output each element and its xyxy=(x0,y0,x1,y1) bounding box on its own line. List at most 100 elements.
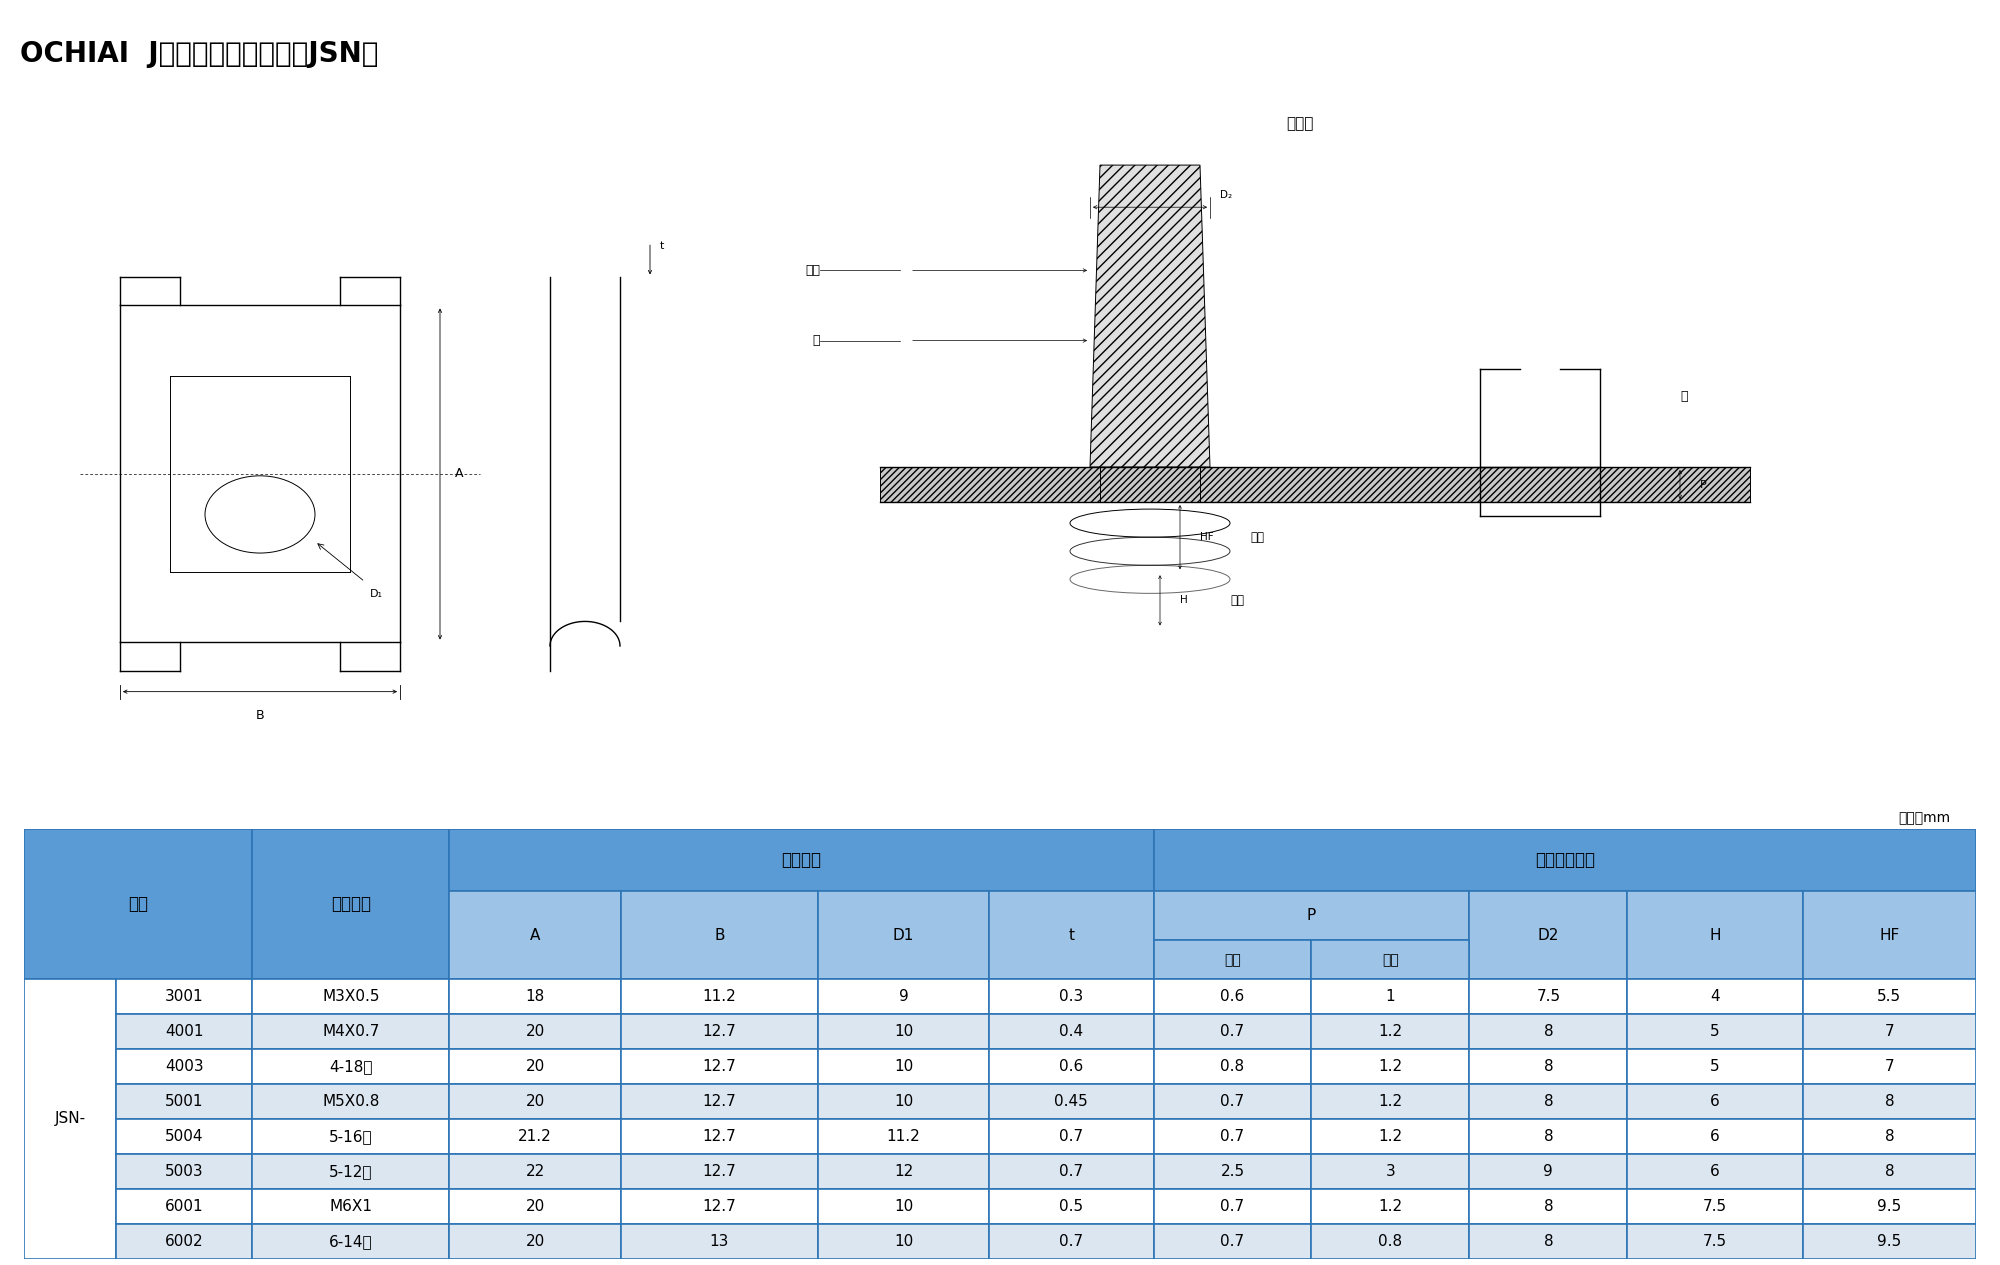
Text: 4-18峰: 4-18峰 xyxy=(330,1059,372,1074)
Text: B: B xyxy=(256,710,264,722)
Bar xyxy=(620,1084,818,1120)
Text: 20: 20 xyxy=(526,1025,544,1039)
Bar xyxy=(1470,891,1628,979)
Text: 11.2: 11.2 xyxy=(702,989,736,1004)
Bar xyxy=(880,467,1750,502)
Text: A: A xyxy=(530,927,540,942)
Text: HF: HF xyxy=(1880,927,1900,942)
Text: 6: 6 xyxy=(1710,1164,1720,1179)
Text: 20: 20 xyxy=(526,1233,544,1249)
Bar xyxy=(818,891,990,979)
Text: 下孔: 下孔 xyxy=(1230,593,1244,607)
Bar xyxy=(1154,1154,1312,1189)
Text: 10: 10 xyxy=(894,1025,914,1039)
Text: 4003: 4003 xyxy=(164,1059,204,1074)
Text: 1: 1 xyxy=(1386,989,1396,1004)
Text: 6: 6 xyxy=(1710,1128,1720,1144)
Text: 0.7: 0.7 xyxy=(1220,1199,1244,1213)
Text: 0.7: 0.7 xyxy=(1060,1128,1084,1144)
Text: 型号: 型号 xyxy=(128,894,148,913)
Bar xyxy=(620,891,818,979)
Text: 22: 22 xyxy=(526,1164,544,1179)
Bar xyxy=(818,1118,990,1154)
Bar xyxy=(990,1118,1154,1154)
Text: 8: 8 xyxy=(1544,1059,1554,1074)
Text: 0.7: 0.7 xyxy=(1060,1233,1084,1249)
Bar xyxy=(450,1015,620,1049)
Bar xyxy=(818,1223,990,1259)
Text: 13: 13 xyxy=(710,1233,728,1249)
Text: 适用螺丝: 适用螺丝 xyxy=(330,894,370,913)
Bar xyxy=(620,1118,818,1154)
Bar xyxy=(1470,1049,1628,1084)
Text: 6: 6 xyxy=(1710,1094,1720,1109)
Bar xyxy=(252,1084,450,1120)
Bar xyxy=(1470,1084,1628,1120)
Text: P: P xyxy=(1700,479,1706,490)
Bar xyxy=(450,1049,620,1084)
Bar xyxy=(990,1223,1154,1259)
Text: 1.2: 1.2 xyxy=(1378,1059,1402,1074)
Text: 0.7: 0.7 xyxy=(1220,1094,1244,1109)
Text: 8: 8 xyxy=(1884,1128,1894,1144)
Bar xyxy=(1802,1154,1976,1189)
Bar xyxy=(1154,1084,1312,1120)
Text: 9: 9 xyxy=(1544,1164,1554,1179)
Bar xyxy=(1802,1118,1976,1154)
Text: 20: 20 xyxy=(526,1059,544,1074)
Bar xyxy=(1312,1049,1470,1084)
Bar xyxy=(818,979,990,1015)
Text: 5-16峰: 5-16峰 xyxy=(328,1128,372,1144)
Bar xyxy=(1154,1118,1312,1154)
Text: 3001: 3001 xyxy=(164,989,204,1004)
Bar xyxy=(116,1154,252,1189)
Text: 8: 8 xyxy=(1544,1025,1554,1039)
Bar xyxy=(1628,1223,1802,1259)
Text: 10: 10 xyxy=(894,1199,914,1213)
Text: 8: 8 xyxy=(1544,1128,1554,1144)
Text: H: H xyxy=(1180,596,1188,606)
Text: 螺母尺寸: 螺母尺寸 xyxy=(782,851,822,869)
Bar xyxy=(990,1189,1154,1223)
Bar xyxy=(1470,1223,1628,1259)
Bar xyxy=(24,829,252,979)
Bar xyxy=(1628,1084,1802,1120)
Bar xyxy=(1312,1154,1470,1189)
Text: 12.7: 12.7 xyxy=(702,1128,736,1144)
Bar xyxy=(450,1189,620,1223)
Text: 0.5: 0.5 xyxy=(1060,1199,1084,1213)
Text: H: H xyxy=(1710,927,1720,942)
Text: 0.3: 0.3 xyxy=(1060,989,1084,1004)
Text: 使用状: 使用状 xyxy=(1286,116,1314,132)
Text: 7.5: 7.5 xyxy=(1536,989,1560,1004)
Text: 1.2: 1.2 xyxy=(1378,1094,1402,1109)
Bar xyxy=(450,1154,620,1189)
Bar xyxy=(620,1189,818,1223)
Text: 6001: 6001 xyxy=(164,1199,204,1213)
Bar xyxy=(252,1154,450,1189)
Bar xyxy=(1312,1223,1470,1259)
Text: 螺: 螺 xyxy=(812,334,820,347)
Text: 10: 10 xyxy=(894,1094,914,1109)
Bar xyxy=(620,979,818,1015)
Bar xyxy=(990,1154,1154,1189)
Text: 适用板的尺寸: 适用板的尺寸 xyxy=(1534,851,1594,869)
Bar xyxy=(1154,1189,1312,1223)
Text: 10: 10 xyxy=(894,1059,914,1074)
Text: 12.7: 12.7 xyxy=(702,1164,736,1179)
Text: HF: HF xyxy=(1200,533,1214,543)
Text: 1.2: 1.2 xyxy=(1378,1128,1402,1144)
Text: 9.5: 9.5 xyxy=(1878,1199,1902,1213)
Text: JSN-: JSN- xyxy=(54,1112,86,1126)
Bar xyxy=(1154,1223,1312,1259)
Bar xyxy=(990,1049,1154,1084)
Bar xyxy=(252,979,450,1015)
Bar xyxy=(620,1154,818,1189)
Bar xyxy=(818,1084,990,1120)
Text: D₂: D₂ xyxy=(1220,190,1232,200)
Text: 5: 5 xyxy=(1710,1059,1720,1074)
Bar xyxy=(620,1015,818,1049)
Bar xyxy=(450,1223,620,1259)
Bar xyxy=(1154,1049,1312,1084)
Bar xyxy=(1470,979,1628,1015)
